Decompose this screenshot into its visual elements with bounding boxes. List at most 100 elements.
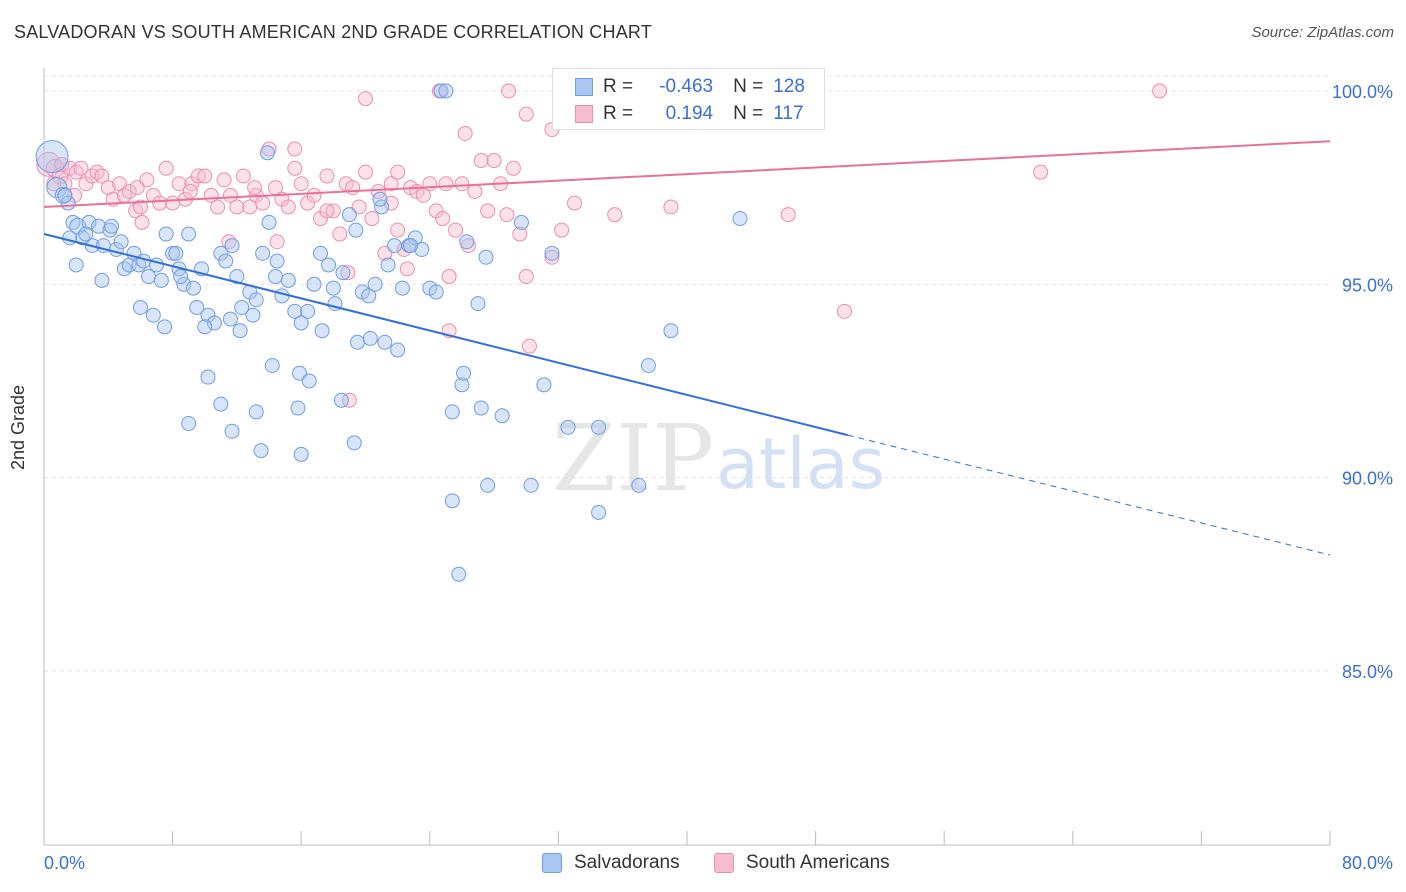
correlation-legend: R = -0.463 N = 128 R = 0.194 N = 117: [552, 68, 825, 130]
legend-row-south-americans: R = 0.194 N = 117: [575, 102, 804, 126]
south-americans-point: [325, 203, 341, 219]
south-americans-point: [544, 249, 560, 265]
salvadorans-point: [248, 404, 264, 420]
south-americans-point: [422, 176, 438, 192]
salvadorans-point: [261, 214, 277, 230]
salvadorans-point: [224, 423, 240, 439]
south-americans-point: [94, 168, 110, 184]
salvadorans-point: [438, 83, 454, 99]
salvadorans-point: [280, 272, 296, 288]
south-americans-point: [182, 183, 198, 199]
salvadorans-point: [68, 257, 84, 273]
salvadorans-point: [197, 319, 213, 335]
salvadorans-point: [444, 493, 460, 509]
salvadorans-point: [314, 323, 330, 339]
south-americans-point: [216, 172, 232, 188]
south-americans-point: [73, 160, 89, 176]
south-americans-point: [222, 187, 238, 203]
salvadorans-point: [544, 245, 560, 261]
salvadorans-point: [81, 214, 97, 230]
south-americans-point: [190, 168, 206, 184]
south-americans-point: [518, 106, 534, 122]
salvadorans-point: [300, 303, 316, 319]
south-americans-point: [158, 160, 174, 176]
salvadorans-point: [200, 369, 216, 385]
south-americans-point: [390, 164, 406, 180]
salvadorans-point: [301, 373, 317, 389]
south-americans-point: [287, 141, 303, 157]
salvadorans-point: [287, 303, 303, 319]
salvadorans-point: [494, 408, 510, 424]
south-americans-point: [129, 180, 145, 196]
salvadorans-point: [428, 284, 444, 300]
salvadorans-point: [591, 419, 607, 435]
y-tick-label: 85.0%: [1342, 662, 1393, 682]
salvadorans-point: [165, 245, 181, 261]
salvadorans-point: [306, 276, 322, 292]
south-americans-point: [480, 203, 496, 219]
south-americans-point: [54, 156, 70, 172]
bottom-legend-south-americans: South Americans: [714, 852, 890, 874]
south-americans-point: [390, 222, 406, 238]
south-americans-point: [132, 199, 148, 215]
salvadorans-legend-label: Salvadorans: [574, 852, 680, 873]
south-americans-point: [287, 160, 303, 176]
legend-n-label: N =: [733, 103, 764, 124]
salvadorans-point: [78, 226, 94, 242]
salvadorans-point: [523, 477, 539, 493]
south-americans-point: [358, 91, 373, 107]
south-americans-point: [454, 176, 470, 192]
salvadorans-point: [145, 307, 161, 323]
salvadorans-point: [181, 415, 197, 431]
y-tick-label: 90.0%: [1342, 469, 1393, 489]
south-americans-point: [1033, 164, 1049, 180]
south-americans-point: [435, 211, 451, 227]
salvadorans-point: [403, 238, 419, 254]
legend-row-salvadorans: R = -0.463 N = 128: [575, 75, 805, 99]
south-americans-point: [229, 199, 245, 215]
salvadorans-point: [267, 269, 283, 285]
south-americans-point: [499, 207, 515, 223]
south-americans-point: [607, 207, 623, 223]
salvadorans-point: [259, 145, 275, 161]
salvadorans-point: [213, 245, 229, 261]
salvadorans-point: [321, 257, 337, 273]
salvadorans-point: [591, 504, 607, 520]
salvadorans-point: [62, 230, 78, 246]
south-americans-point: [280, 199, 296, 215]
salvadorans-point: [245, 307, 261, 323]
salvadorans-point: [312, 245, 328, 261]
salvadorans-point: [560, 419, 576, 435]
salvadorans-point: [46, 177, 68, 199]
x-tick-label: 0.0%: [44, 853, 85, 873]
salvadorans-point: [459, 234, 475, 250]
x-tick-label: 80.0%: [1342, 853, 1393, 873]
south-americans-point: [486, 153, 502, 169]
south-americans-point: [448, 222, 464, 238]
south-americans-point: [255, 195, 271, 211]
salvadorans-point: [348, 222, 364, 238]
salvadorans-point: [57, 187, 73, 203]
bottom-legend-salvadorans: Salvadorans: [542, 852, 680, 874]
salvadorans-point: [386, 238, 402, 254]
south-americans-point: [247, 180, 263, 196]
salvadorans-point: [274, 288, 290, 304]
salvadorans-point: [264, 357, 280, 373]
salvadorans-point: [253, 443, 269, 459]
salvadorans-point: [454, 377, 470, 393]
south-americans-point: [399, 261, 415, 277]
south-americans-point: [210, 199, 226, 215]
south-americans-point: [358, 164, 373, 180]
salvadorans-point: [536, 377, 552, 393]
salvadorans-point: [346, 435, 362, 451]
legend-r-label: R =: [603, 103, 634, 124]
south-americans-point: [312, 211, 328, 227]
south-americans-point: [345, 180, 361, 196]
salvadorans-point: [269, 253, 285, 269]
south-americans-point: [512, 226, 528, 242]
south-americans-point: [518, 269, 534, 285]
south-americans-point: [473, 153, 489, 169]
salvadorans-point: [35, 140, 69, 174]
south-americans-point: [521, 338, 537, 354]
